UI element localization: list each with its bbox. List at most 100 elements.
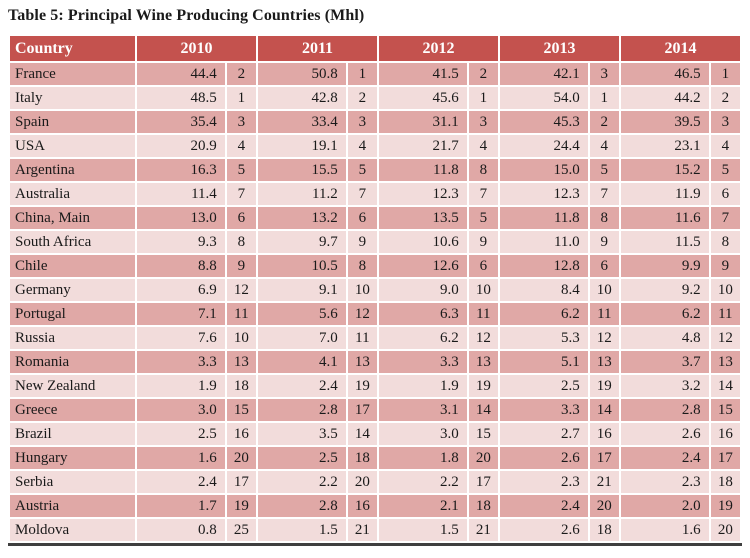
value-cell: 2.4 (620, 447, 709, 470)
header-year-2014: 2014 (620, 36, 740, 62)
rank-cell: 4 (468, 135, 498, 158)
rank-cell: 20 (347, 471, 377, 494)
rank-cell: 7 (468, 183, 498, 206)
table-body: France 44.4 2 50.8 1 41.5 2 42.1 3 46.5 … (10, 63, 740, 542)
country-cell: Germany (10, 279, 136, 302)
rank-cell: 13 (710, 351, 740, 374)
rank-cell: 18 (589, 519, 619, 542)
value-cell: 3.0 (378, 423, 467, 446)
rank-cell: 17 (710, 447, 740, 470)
header-row: Country 2010 2011 2012 2013 2014 (10, 36, 740, 62)
value-cell: 8.8 (137, 255, 225, 278)
rank-cell: 11 (347, 327, 377, 350)
rank-cell: 6 (589, 255, 619, 278)
rank-cell: 4 (226, 135, 257, 158)
value-cell: 15.0 (499, 159, 588, 182)
rank-cell: 1 (226, 87, 257, 110)
value-cell: 3.5 (258, 423, 346, 446)
value-cell: 9.9 (620, 255, 709, 278)
rank-cell: 15 (226, 399, 257, 422)
country-cell: Russia (10, 327, 136, 350)
value-cell: 2.2 (378, 471, 467, 494)
value-cell: 6.9 (137, 279, 225, 302)
country-cell: Chile (10, 255, 136, 278)
table-row: Austria 1.7 19 2.8 16 2.1 18 2.4 20 2.0 … (10, 495, 740, 518)
rank-cell: 3 (226, 111, 257, 134)
rank-cell: 13 (468, 351, 498, 374)
table-row: Chile 8.8 9 10.5 8 12.6 6 12.8 6 9.9 9 (10, 255, 740, 278)
value-cell: 3.3 (499, 399, 588, 422)
value-cell: 48.5 (137, 87, 225, 110)
value-cell: 2.4 (137, 471, 225, 494)
value-cell: 5.1 (499, 351, 588, 374)
rank-cell: 11 (589, 303, 619, 326)
value-cell: 2.8 (620, 399, 709, 422)
rank-cell: 8 (710, 231, 740, 254)
value-cell: 2.5 (137, 423, 225, 446)
value-cell: 7.1 (137, 303, 225, 326)
value-cell: 2.1 (378, 495, 467, 518)
value-cell: 3.3 (137, 351, 225, 374)
table-row: China, Main 13.0 6 13.2 6 13.5 5 11.8 8 … (10, 207, 740, 230)
value-cell: 2.8 (258, 495, 346, 518)
table-row: South Africa 9.3 8 9.7 9 10.6 9 11.0 9 1… (10, 231, 740, 254)
rank-cell: 1 (468, 87, 498, 110)
rank-cell: 15 (468, 423, 498, 446)
value-cell: 12.3 (499, 183, 588, 206)
rank-cell: 15 (710, 399, 740, 422)
country-cell: Italy (10, 87, 136, 110)
rank-cell: 11 (710, 303, 740, 326)
rank-cell: 19 (226, 495, 257, 518)
rank-cell: 5 (710, 159, 740, 182)
value-cell: 11.4 (137, 183, 225, 206)
table-row: Portugal 7.1 11 5.6 12 6.3 11 6.2 11 6.2… (10, 303, 740, 326)
value-cell: 42.8 (258, 87, 346, 110)
rank-cell: 9 (468, 231, 498, 254)
value-cell: 42.1 (499, 63, 588, 86)
rank-cell: 7 (710, 207, 740, 230)
rank-cell: 3 (468, 111, 498, 134)
rank-cell: 10 (589, 279, 619, 302)
rank-cell: 14 (710, 375, 740, 398)
value-cell: 44.2 (620, 87, 709, 110)
value-cell: 2.4 (258, 375, 346, 398)
country-cell: Australia (10, 183, 136, 206)
rank-cell: 4 (347, 135, 377, 158)
rank-cell: 18 (468, 495, 498, 518)
country-cell: USA (10, 135, 136, 158)
value-cell: 1.7 (137, 495, 225, 518)
value-cell: 2.7 (499, 423, 588, 446)
rank-cell: 7 (347, 183, 377, 206)
header-year-2013: 2013 (499, 36, 619, 62)
table-row: Australia 11.4 7 11.2 7 12.3 7 12.3 7 11… (10, 183, 740, 206)
rank-cell: 4 (710, 135, 740, 158)
rank-cell: 1 (347, 63, 377, 86)
value-cell: 11.0 (499, 231, 588, 254)
table-row: Moldova 0.8 25 1.5 21 1.5 21 2.6 18 1.6 … (10, 519, 740, 542)
value-cell: 11.6 (620, 207, 709, 230)
value-cell: 3.0 (137, 399, 225, 422)
rank-cell: 3 (347, 111, 377, 134)
value-cell: 5.6 (258, 303, 346, 326)
rank-cell: 3 (589, 63, 619, 86)
country-cell: Portugal (10, 303, 136, 326)
value-cell: 2.0 (620, 495, 709, 518)
value-cell: 2.3 (499, 471, 588, 494)
rank-cell: 2 (710, 87, 740, 110)
value-cell: 54.0 (499, 87, 588, 110)
rank-cell: 8 (468, 159, 498, 182)
country-cell: Greece (10, 399, 136, 422)
rank-cell: 12 (468, 327, 498, 350)
value-cell: 11.8 (378, 159, 467, 182)
rank-cell: 5 (589, 159, 619, 182)
value-cell: 3.2 (620, 375, 709, 398)
value-cell: 21.7 (378, 135, 467, 158)
rank-cell: 20 (710, 519, 740, 542)
rank-cell: 19 (589, 375, 619, 398)
rank-cell: 16 (589, 423, 619, 446)
rank-cell: 19 (468, 375, 498, 398)
table-row: Italy 48.5 1 42.8 2 45.6 1 54.0 1 44.2 2 (10, 87, 740, 110)
value-cell: 2.3 (620, 471, 709, 494)
value-cell: 2.5 (258, 447, 346, 470)
value-cell: 45.3 (499, 111, 588, 134)
